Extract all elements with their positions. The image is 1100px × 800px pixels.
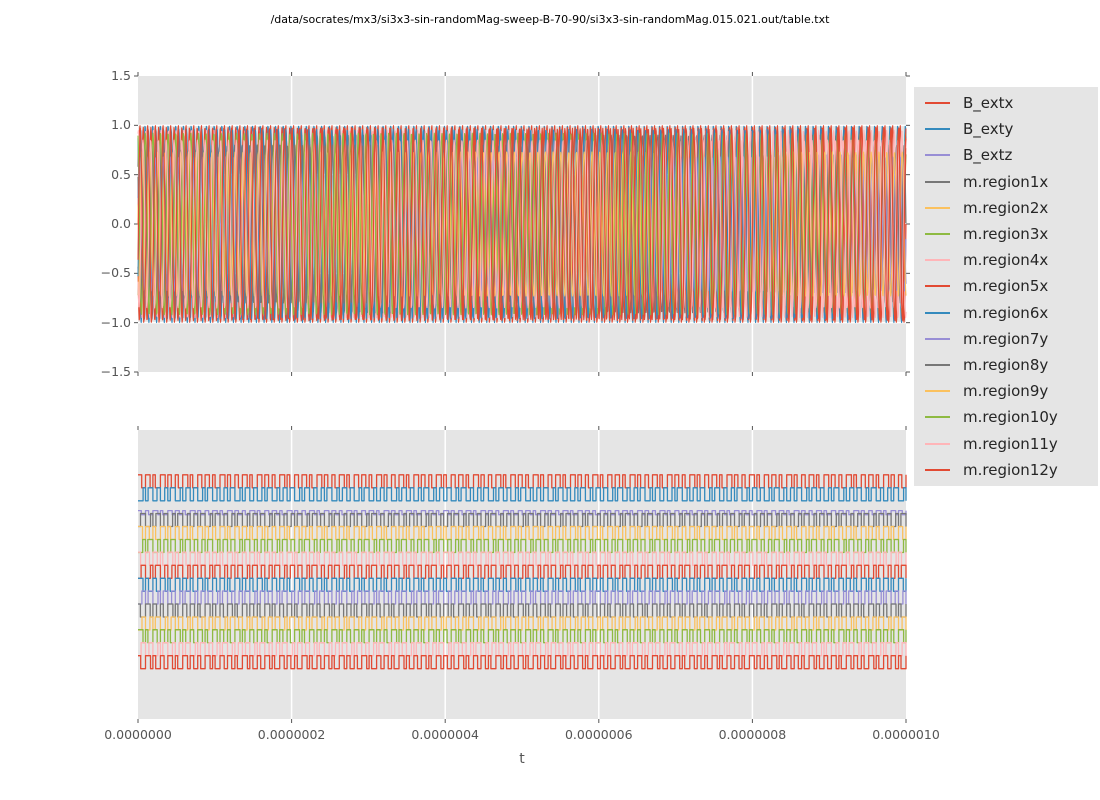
legend-label: m.region8y [963,355,1049,374]
legend-line-sample [925,416,950,419]
legend-line-sample [925,363,950,366]
legend-label: B_exty [963,120,1014,139]
legend-item: m.region3x [914,221,1098,247]
legend-line-sample [925,468,950,471]
legend-item: B_extx [914,90,1098,116]
series-m.region10y [138,629,907,644]
legend-label: m.region4x [963,251,1049,270]
legend-label: m.region1x [963,172,1049,191]
x-tick-label: 0.0000002 [257,727,326,742]
legend-item: m.region9y [914,378,1098,404]
legend-item: m.region6x [914,300,1098,326]
legend-line-sample [925,154,950,157]
legend-label: m.region3x [963,225,1049,244]
legend-item: m.region7y [914,326,1098,352]
bottom-plot-area [138,430,906,719]
x-axis-label: t [519,751,525,767]
figure-title: /data/socrates/mx3/si3x3-sin-randomMag-s… [270,13,830,26]
x-tick-label: 0.0000000 [104,727,172,742]
legend-line-sample [925,337,950,340]
series-m.region12y [138,655,907,670]
y-tick-label: −0.5 [100,265,131,281]
legend-item: B_extz [914,142,1098,168]
y-tick-label: −1.0 [100,314,131,330]
x-tick-label: 0.0000006 [564,727,633,742]
legend-label: m.region12y [963,460,1058,479]
legend-item: m.region5x [914,273,1098,299]
x-tick-label: 0.0000010 [872,727,940,742]
y-tick-label: 1.5 [111,68,131,83]
legend-item: m.region2x [914,195,1098,221]
legend-line-sample [925,206,950,209]
legend-line-sample [925,259,950,262]
y-tick-label: 1.0 [111,117,131,133]
legend-label: B_extz [963,146,1013,165]
y-tick-label: 0.0 [111,216,131,231]
legend-line-sample [925,285,950,288]
x-tick-label: 0.0000008 [718,727,787,742]
legend-label: m.region9y [963,382,1049,401]
series-B_exty [138,487,907,502]
series-m.region12y [137,127,907,321]
legend-label: m.region11y [963,434,1058,453]
legend-label: m.region2x [963,198,1049,217]
series-m.region6x [138,577,907,592]
legend-line-sample [925,102,950,105]
x-tick-label: 0.0000004 [411,727,479,742]
legend-item: B_exty [914,116,1098,142]
legend-item: m.region8y [914,352,1098,378]
legend-line-sample [925,311,950,314]
y-tick-label: −1.5 [100,364,131,379]
legend-label: B_extx [963,94,1014,113]
legend-line-sample [925,390,950,393]
legend-item: m.region1x [914,169,1098,195]
legend-item: m.region11y [914,430,1098,456]
legend: B_extx B_exty B_extz m.region1x m.region2x m.… [914,87,1098,486]
legend-label: m.region6x [963,303,1049,322]
legend-item: m.region4x [914,247,1098,273]
legend-item: m.region12y [914,457,1098,483]
legend-line-sample [925,442,950,445]
legend-line-sample [925,128,950,131]
legend-line-sample [925,180,950,183]
legend-item: m.region10y [914,404,1098,430]
legend-label: m.region5x [963,277,1049,296]
legend-label: m.region7y [963,329,1049,348]
legend-label: m.region10y [963,408,1058,427]
legend-line-sample [925,233,950,236]
y-tick-label: 0.5 [111,166,131,182]
